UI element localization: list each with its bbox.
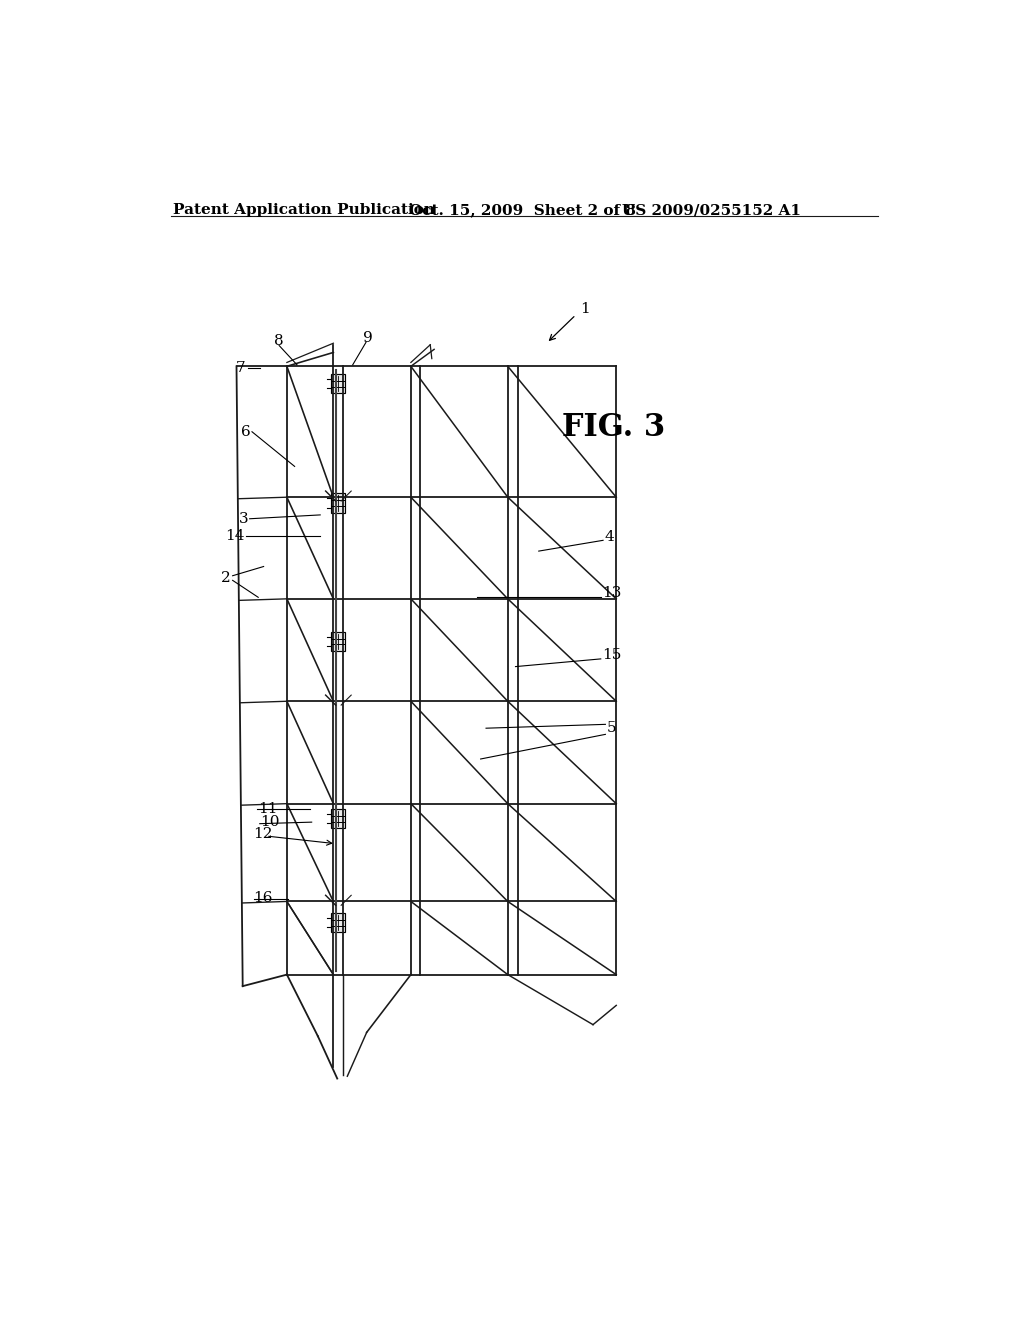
Text: FIG. 3: FIG. 3: [562, 412, 666, 444]
Text: 12: 12: [254, 828, 273, 841]
Text: 9: 9: [364, 331, 373, 345]
Text: 13: 13: [602, 586, 622, 601]
FancyBboxPatch shape: [331, 913, 345, 932]
Text: 10: 10: [260, 816, 280, 829]
FancyBboxPatch shape: [331, 809, 345, 829]
Text: 5: 5: [607, 721, 616, 735]
Text: 3: 3: [239, 512, 248, 525]
Text: 11: 11: [258, 803, 278, 816]
Text: 8: 8: [274, 334, 284, 348]
Text: Patent Application Publication: Patent Application Publication: [173, 203, 435, 216]
Text: 15: 15: [602, 648, 622, 663]
Text: 16: 16: [254, 891, 273, 904]
Text: US 2009/0255152 A1: US 2009/0255152 A1: [623, 203, 802, 216]
Text: 14: 14: [224, 529, 245, 543]
Text: 2: 2: [221, 572, 231, 585]
Text: 1: 1: [580, 301, 590, 315]
FancyBboxPatch shape: [331, 632, 345, 651]
Text: 4: 4: [604, 531, 614, 544]
FancyBboxPatch shape: [331, 374, 345, 393]
Text: Oct. 15, 2009  Sheet 2 of 8: Oct. 15, 2009 Sheet 2 of 8: [409, 203, 636, 216]
Text: 6: 6: [241, 425, 251, 438]
FancyBboxPatch shape: [331, 494, 345, 512]
Text: 7: 7: [237, 360, 246, 375]
